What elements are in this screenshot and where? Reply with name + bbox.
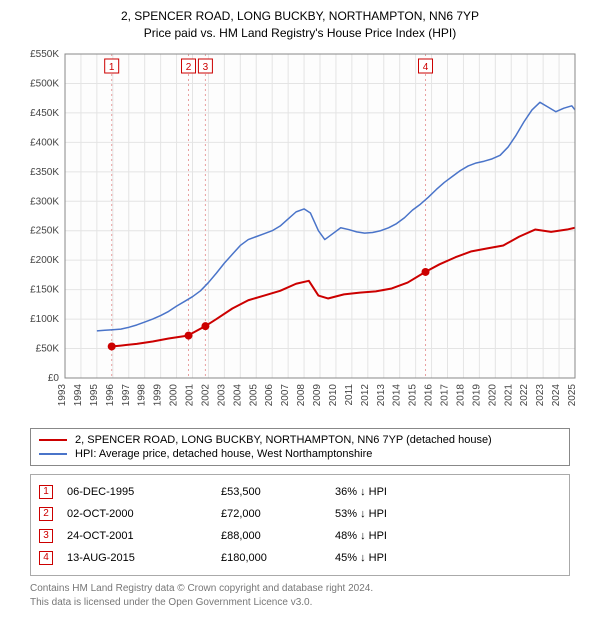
sale-row: 4 13-AUG-2015 £180,000 45% ↓ HPI xyxy=(39,547,561,569)
sale-marker: 1 xyxy=(39,485,53,499)
svg-text:2017: 2017 xyxy=(440,383,451,406)
legend-label: 2, SPENCER ROAD, LONG BUCKBY, NORTHAMPTO… xyxy=(75,434,492,446)
svg-text:£300K: £300K xyxy=(30,196,59,207)
svg-text:2008: 2008 xyxy=(296,383,307,406)
svg-text:2000: 2000 xyxy=(169,383,180,406)
svg-text:2002: 2002 xyxy=(200,383,211,406)
svg-text:4: 4 xyxy=(423,62,429,73)
sale-date: 06-DEC-1995 xyxy=(67,486,207,498)
svg-text:2016: 2016 xyxy=(424,383,435,406)
svg-text:3: 3 xyxy=(203,62,209,73)
svg-text:2015: 2015 xyxy=(408,383,419,406)
sales-table: 1 06-DEC-1995 £53,500 36% ↓ HPI 2 02-OCT-2000… xyxy=(30,474,570,576)
legend-label: HPI: Average price, detached house, West… xyxy=(75,448,372,460)
legend: 2, SPENCER ROAD, LONG BUCKBY, NORTHAMPTO… xyxy=(30,428,570,466)
svg-text:£450K: £450K xyxy=(30,108,59,119)
legend-item: 2, SPENCER ROAD, LONG BUCKBY, NORTHAMPTO… xyxy=(39,433,561,447)
svg-text:1994: 1994 xyxy=(73,383,84,406)
sale-diff: 48% ↓ HPI xyxy=(335,530,455,542)
footer-note: Contains HM Land Registry data © Crown c… xyxy=(30,582,570,610)
svg-text:2011: 2011 xyxy=(344,383,355,405)
sale-date: 13-AUG-2015 xyxy=(67,552,207,564)
price-chart: £0 £50K £100K £150K £200K £250K £300K £350K £400… xyxy=(15,48,585,418)
svg-text:1995: 1995 xyxy=(89,383,100,406)
svg-text:1993: 1993 xyxy=(57,383,68,406)
svg-text:2013: 2013 xyxy=(376,383,387,406)
sale-marker: 3 xyxy=(39,529,53,543)
footer-line-1: Contains HM Land Registry data © Crown c… xyxy=(30,582,570,596)
sale-price: £180,000 xyxy=(221,552,321,564)
svg-text:£0: £0 xyxy=(48,373,60,384)
svg-text:2010: 2010 xyxy=(328,383,339,406)
svg-text:2001: 2001 xyxy=(185,383,196,406)
sale-row: 3 24-OCT-2001 £88,000 48% ↓ HPI xyxy=(39,525,561,547)
svg-text:2009: 2009 xyxy=(312,383,323,406)
svg-text:2006: 2006 xyxy=(264,383,275,406)
svg-text:2018: 2018 xyxy=(455,383,466,406)
sale-diff: 36% ↓ HPI xyxy=(335,486,455,498)
title-line-2: Price paid vs. HM Land Registry's House … xyxy=(8,25,592,42)
svg-text:2005: 2005 xyxy=(248,383,259,406)
svg-text:1: 1 xyxy=(109,62,115,73)
svg-text:2023: 2023 xyxy=(535,383,546,406)
sale-date: 24-OCT-2001 xyxy=(67,530,207,542)
legend-swatch xyxy=(39,439,67,441)
svg-text:1999: 1999 xyxy=(153,383,164,406)
sale-date: 02-OCT-2000 xyxy=(67,508,207,520)
svg-text:£550K: £550K xyxy=(30,49,59,60)
legend-item: HPI: Average price, detached house, West… xyxy=(39,447,561,461)
sale-diff: 53% ↓ HPI xyxy=(335,508,455,520)
chart-title-block: 2, SPENCER ROAD, LONG BUCKBY, NORTHAMPTO… xyxy=(8,8,592,42)
svg-text:2004: 2004 xyxy=(232,383,243,406)
svg-text:1997: 1997 xyxy=(121,383,132,406)
sale-marker: 4 xyxy=(39,551,53,565)
svg-text:2012: 2012 xyxy=(360,383,371,406)
svg-text:£350K: £350K xyxy=(30,166,59,177)
svg-text:£400K: £400K xyxy=(30,137,59,148)
sale-row: 2 02-OCT-2000 £72,000 53% ↓ HPI xyxy=(39,503,561,525)
svg-text:2020: 2020 xyxy=(487,383,498,406)
svg-text:2003: 2003 xyxy=(216,383,227,406)
svg-text:£50K: £50K xyxy=(36,343,60,354)
svg-text:2024: 2024 xyxy=(551,383,562,406)
svg-text:2019: 2019 xyxy=(471,383,482,406)
svg-text:2021: 2021 xyxy=(503,383,514,406)
svg-text:£150K: £150K xyxy=(30,284,59,295)
svg-text:2025: 2025 xyxy=(567,383,578,406)
title-line-1: 2, SPENCER ROAD, LONG BUCKBY, NORTHAMPTO… xyxy=(8,8,592,25)
sale-price: £88,000 xyxy=(221,530,321,542)
svg-text:£200K: £200K xyxy=(30,255,59,266)
svg-text:2014: 2014 xyxy=(392,383,403,406)
legend-swatch xyxy=(39,453,67,455)
svg-text:2: 2 xyxy=(186,62,192,73)
sale-price: £53,500 xyxy=(221,486,321,498)
svg-text:£500K: £500K xyxy=(30,78,59,89)
footer-line-2: This data is licensed under the Open Gov… xyxy=(30,596,570,610)
chart-svg: £0 £50K £100K £150K £200K £250K £300K £350K £400… xyxy=(15,48,585,418)
svg-text:2022: 2022 xyxy=(519,383,530,406)
sale-row: 1 06-DEC-1995 £53,500 36% ↓ HPI xyxy=(39,481,561,503)
svg-text:1996: 1996 xyxy=(105,383,116,406)
sale-diff: 45% ↓ HPI xyxy=(335,552,455,564)
sale-marker: 2 xyxy=(39,507,53,521)
svg-text:1998: 1998 xyxy=(137,383,148,406)
svg-text:£250K: £250K xyxy=(30,225,59,236)
svg-text:£100K: £100K xyxy=(30,314,59,325)
svg-text:2007: 2007 xyxy=(280,383,291,406)
sale-price: £72,000 xyxy=(221,508,321,520)
